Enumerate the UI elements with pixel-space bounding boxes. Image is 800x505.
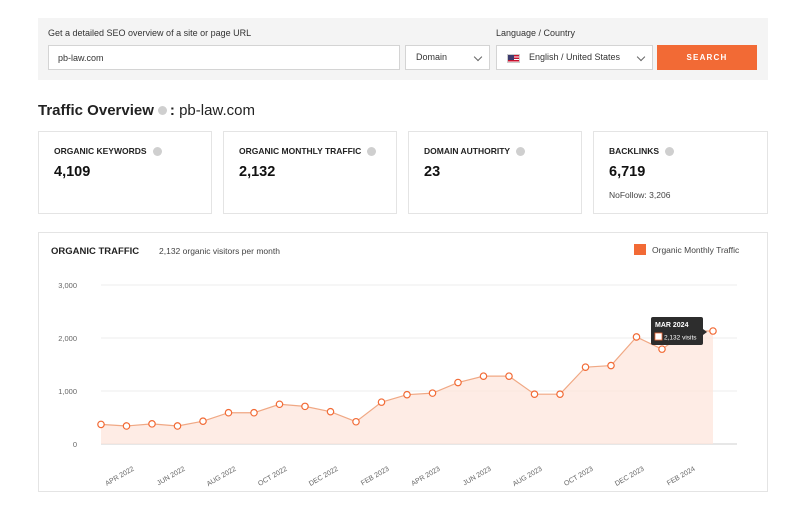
- data-point[interactable]: [250, 408, 258, 417]
- x-tick-label: OCT 2023: [563, 466, 594, 488]
- data-point[interactable]: [377, 398, 386, 406]
- data-point[interactable]: [556, 390, 564, 398]
- x-tick-label: JUN 2023: [462, 466, 493, 488]
- chevron-down-icon: [636, 52, 646, 62]
- help-icon[interactable]: [152, 147, 162, 157]
- traffic-area: [101, 331, 713, 444]
- data-point[interactable]: [581, 363, 590, 371]
- help-icon[interactable]: [516, 147, 526, 157]
- overview-title-text: Traffic Overview: [38, 102, 154, 119]
- y-tick-label: 1,000: [58, 387, 77, 396]
- data-point[interactable]: [505, 372, 513, 380]
- metric-label: DOMAIN AUTHORITY: [424, 146, 526, 157]
- search-label: Get a detailed SEO overview of a site or…: [48, 28, 252, 38]
- y-tick-label: 0: [73, 440, 77, 449]
- metric-label: ORGANIC KEYWORDS: [54, 146, 162, 157]
- y-tick-label: 3,000: [58, 281, 77, 290]
- legend-swatch: [634, 244, 646, 256]
- data-point[interactable]: [479, 372, 488, 380]
- data-point[interactable]: [428, 389, 437, 397]
- metric-card-domain-authority: DOMAIN AUTHORITY 23: [408, 131, 582, 214]
- metric-card-organic-keywords: ORGANIC KEYWORDS 4,109: [38, 131, 212, 214]
- language-label: Language / Country: [496, 28, 576, 38]
- data-point[interactable]: [607, 361, 615, 370]
- legend-label: Organic Monthly Traffic: [652, 245, 740, 255]
- x-tick-label: AUG 2023: [512, 466, 544, 488]
- data-point[interactable]: [275, 400, 284, 409]
- traffic-subtitle: 2,132 organic visitors per month: [159, 246, 280, 256]
- tooltip-swatch: [654, 332, 663, 341]
- nofollow-count: NoFollow: 3,206: [609, 190, 671, 200]
- page-title: Traffic Overview: pb-law.com: [38, 102, 255, 119]
- url-input[interactable]: [48, 45, 400, 70]
- data-point[interactable]: [454, 378, 462, 387]
- data-point[interactable]: [301, 402, 309, 411]
- x-tick-label: APR 2023: [410, 466, 441, 488]
- data-point[interactable]: [403, 390, 411, 399]
- tooltip-value: 2,132 visits: [664, 335, 697, 342]
- domain-select[interactable]: Domain: [405, 45, 490, 70]
- help-icon[interactable]: [367, 147, 377, 157]
- tooltip-box: [651, 317, 703, 345]
- metric-card-backlinks: BACKLINKS 6,719 NoFollow: 3,206: [593, 131, 768, 214]
- data-point[interactable]: [709, 327, 717, 335]
- metric-value: 4,109: [54, 164, 91, 180]
- help-icon[interactable]: [665, 147, 675, 157]
- data-point[interactable]: [148, 420, 156, 428]
- metric-value: 23: [424, 164, 441, 180]
- x-tick-label: JUN 2022: [156, 466, 187, 488]
- data-point[interactable]: [122, 422, 131, 430]
- data-point[interactable]: [632, 333, 641, 341]
- x-tick-label: FEB 2023: [360, 466, 391, 488]
- x-tick-label: APR 2022: [104, 466, 135, 488]
- overview-domain: pb-law.com: [179, 102, 255, 119]
- us-flag-icon: [507, 54, 520, 63]
- organic-traffic-card: ORGANIC TRAFFIC 2,132 organic visitors p…: [38, 232, 768, 492]
- data-point[interactable]: [658, 345, 666, 353]
- metric-card-organic-traffic: ORGANIC MONTHLY TRAFFIC 2,132: [223, 131, 397, 214]
- data-point[interactable]: [326, 407, 335, 416]
- data-point[interactable]: [199, 417, 207, 426]
- x-tick-label: FEB 2024: [666, 466, 697, 488]
- chart-legend[interactable]: Organic Monthly Traffic: [634, 244, 740, 256]
- metric-label: BACKLINKS: [609, 146, 675, 157]
- x-tick-label: DEC 2023: [614, 466, 646, 488]
- metric-value: 2,132: [239, 164, 276, 180]
- domain-select-value: Domain: [416, 52, 448, 62]
- language-select[interactable]: English / United States: [496, 45, 653, 70]
- search-button[interactable]: SEARCH: [657, 45, 757, 70]
- chevron-down-icon: [473, 52, 483, 62]
- metric-label: ORGANIC MONTHLY TRAFFIC: [239, 146, 377, 157]
- data-point[interactable]: [224, 408, 233, 417]
- traffic-title: ORGANIC TRAFFIC: [51, 246, 140, 257]
- overview-separator: :: [169, 102, 175, 119]
- help-icon[interactable]: [157, 106, 167, 116]
- data-point[interactable]: [352, 417, 360, 426]
- tooltip-title: MAR 2024: [655, 322, 689, 329]
- data-point[interactable]: [97, 420, 105, 429]
- x-tick-label: OCT 2022: [257, 466, 288, 488]
- language-select-value: English / United States: [529, 52, 621, 62]
- data-point[interactable]: [530, 390, 539, 398]
- x-tick-label: AUG 2022: [206, 466, 238, 488]
- data-point[interactable]: [173, 422, 182, 430]
- seo-search-panel: Get a detailed SEO overview of a site or…: [38, 18, 768, 80]
- tooltip-pointer: [703, 329, 707, 335]
- metric-value: 6,719: [609, 164, 646, 180]
- y-tick-label: 2,000: [58, 334, 77, 343]
- organic-traffic-chart: 0 1,000 2,000 3,000 APR 2022 JUN 2022 AUG 2022…: [58, 281, 737, 488]
- x-tick-label: DEC 2022: [308, 466, 340, 488]
